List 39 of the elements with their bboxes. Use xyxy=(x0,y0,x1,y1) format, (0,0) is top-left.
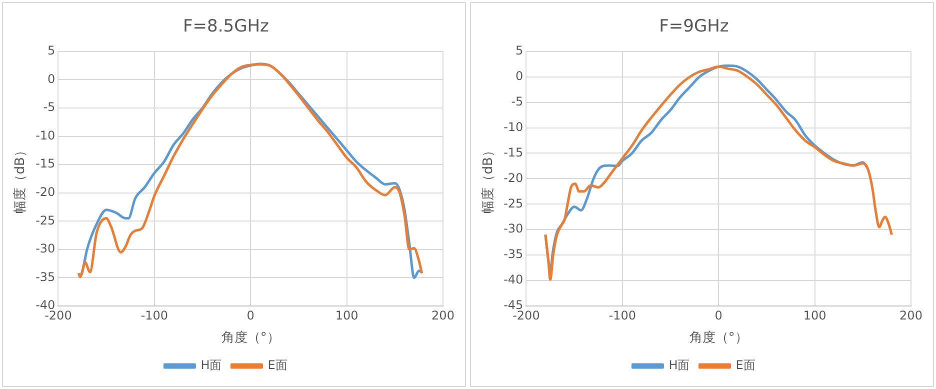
y-tick-label: -25 xyxy=(504,196,524,210)
legend-label: H面 xyxy=(668,358,690,372)
x-tick-label: 0 xyxy=(714,308,722,322)
y-tick-label: -35 xyxy=(36,270,56,284)
y-tick-label: -5 xyxy=(511,94,524,108)
y-tick-label: -30 xyxy=(36,242,56,256)
x-axis-title: 角度（°） xyxy=(221,330,280,346)
y-tick-label: -5 xyxy=(43,100,56,114)
x-tick-label: 0 xyxy=(246,308,254,322)
chart-title: F=9GHz xyxy=(659,16,729,37)
y-tick-label: -20 xyxy=(36,184,56,199)
y-axis-title: 幅度（dB） xyxy=(12,144,28,214)
x-tick-label: -100 xyxy=(608,308,636,322)
y-tick-label: -35 xyxy=(504,247,524,262)
legend-label: E面 xyxy=(736,358,756,372)
y-tick-label: -15 xyxy=(36,156,56,171)
x-tick-label: -200 xyxy=(44,308,72,322)
x-tick-label: 100 xyxy=(335,308,358,322)
y-tick-label: -15 xyxy=(504,145,524,160)
legend-label: H面 xyxy=(200,358,222,372)
x-tick-label: -100 xyxy=(140,308,168,322)
y-tick-label: -25 xyxy=(36,213,56,228)
y-tick-label: 0 xyxy=(48,72,56,86)
chart-title: F=8.5GHz xyxy=(183,16,270,37)
legend-label: E面 xyxy=(268,358,288,372)
y-tick-label: -40 xyxy=(504,272,524,287)
y-axis-title: 幅度（dB） xyxy=(480,144,496,214)
y-tick-label: 0 xyxy=(516,68,524,83)
x-tick-label: 200 xyxy=(900,308,922,322)
x-axis-title: 角度（°） xyxy=(689,330,748,346)
y-tick-label: -30 xyxy=(504,222,524,236)
x-tick-label: 100 xyxy=(803,308,826,322)
y-tick-label: -20 xyxy=(504,170,524,185)
y-tick-label: 5 xyxy=(48,44,56,58)
y-tick-label: 5 xyxy=(516,44,524,58)
y-tick-label: -10 xyxy=(504,120,524,134)
y-tick-label: -10 xyxy=(36,128,56,142)
x-tick-label: 200 xyxy=(432,308,454,322)
x-tick-label: -200 xyxy=(512,308,540,322)
